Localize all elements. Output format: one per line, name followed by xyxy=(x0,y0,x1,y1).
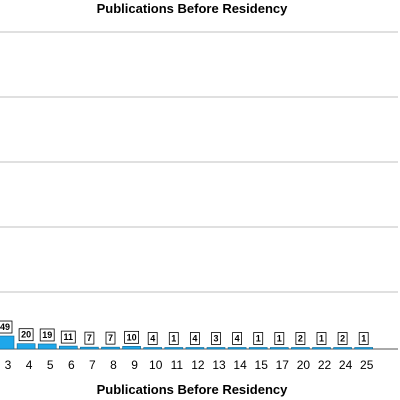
data-label: 11 xyxy=(64,332,74,342)
data-label-box xyxy=(189,332,200,345)
bar xyxy=(185,347,205,350)
data-label: 2 xyxy=(298,334,303,344)
data-label-box xyxy=(337,332,348,345)
data-label: 2 xyxy=(340,334,345,344)
data-label: 19 xyxy=(42,330,52,340)
x-tick-label: 10 xyxy=(149,358,163,372)
data-label-box xyxy=(274,332,285,345)
x-tick-label: 17 xyxy=(276,358,290,372)
bar xyxy=(227,347,247,350)
x-tick-label: 9 xyxy=(131,358,138,372)
data-label: 49 xyxy=(0,322,10,332)
data-label-box xyxy=(18,328,34,342)
data-label: 1 xyxy=(277,334,282,344)
bar xyxy=(37,343,57,350)
data-label-box xyxy=(105,331,116,345)
gridlines xyxy=(0,31,398,350)
data-label: 4 xyxy=(192,334,197,344)
x-tick-label: 6 xyxy=(68,358,75,372)
bar xyxy=(333,347,352,350)
data-label: 3 xyxy=(213,334,218,344)
bar xyxy=(248,347,268,350)
x-axis-label: Publications Before Residency xyxy=(96,382,288,397)
data-label-box xyxy=(232,332,243,345)
x-tick-label: 14 xyxy=(233,358,247,372)
x-tick-label: 12 xyxy=(191,358,205,372)
x-tick-label: 11 xyxy=(171,358,184,372)
data-label-box xyxy=(168,332,179,345)
data-label-box xyxy=(60,330,76,344)
data-label-box xyxy=(295,332,306,345)
data-label-box xyxy=(316,332,327,345)
x-tick-label: 20 xyxy=(297,358,311,372)
data-label: 1 xyxy=(361,334,366,344)
bar xyxy=(16,343,36,350)
x-tick-label: 4 xyxy=(26,358,33,372)
x-tick-label: 22 xyxy=(318,358,332,372)
bar xyxy=(80,346,99,350)
data-label-box xyxy=(147,332,158,345)
x-tick-label: 13 xyxy=(212,358,226,372)
data-label: 4 xyxy=(150,334,155,344)
data-label-box xyxy=(124,330,139,344)
data-label: 1 xyxy=(319,334,324,344)
bar xyxy=(206,347,226,350)
x-tick-label: 15 xyxy=(255,358,269,372)
x-tick-label: 3 xyxy=(5,358,12,372)
x-tick-labels: 3 4 5 6 7 8 9 10 11 12 13 14 15 17 20 22 24 25 xyxy=(5,358,374,372)
data-label: 1 xyxy=(256,334,261,344)
bars xyxy=(0,335,374,350)
data-label-box xyxy=(253,332,264,345)
x-tick-label: 24 xyxy=(339,358,353,372)
data-label-box xyxy=(84,331,95,345)
bar xyxy=(164,347,184,350)
x-tick-label: 8 xyxy=(110,358,117,372)
data-label-box xyxy=(0,320,13,334)
data-label-box xyxy=(39,328,55,342)
data-label-box xyxy=(211,332,221,345)
bar xyxy=(143,347,162,350)
bar xyxy=(101,346,120,350)
chart-title: Publications Before Residency xyxy=(96,1,288,16)
data-label: 4 xyxy=(235,334,240,344)
data-label: 1 xyxy=(171,334,176,344)
bar xyxy=(122,346,141,350)
bar xyxy=(291,347,310,350)
x-tick-label: 25 xyxy=(360,358,374,372)
data-label: 20 xyxy=(21,330,31,340)
bar xyxy=(0,335,15,350)
bar xyxy=(269,347,289,350)
bar xyxy=(354,347,374,350)
bar xyxy=(58,345,78,350)
x-tick-label: 5 xyxy=(47,358,54,372)
data-label: 7 xyxy=(87,333,92,343)
data-label: 7 xyxy=(108,333,113,343)
x-tick-label: 7 xyxy=(89,358,96,372)
data-label-box xyxy=(358,332,369,345)
data-label: 10 xyxy=(127,332,137,342)
bar xyxy=(312,347,331,350)
